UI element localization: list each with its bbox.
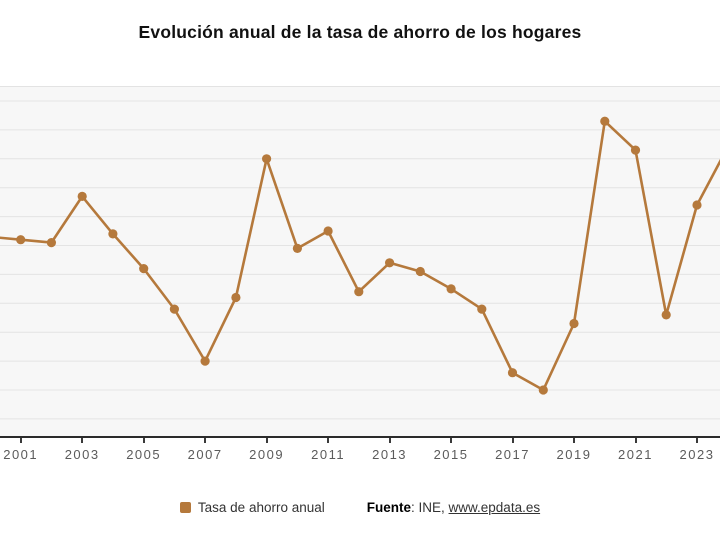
data-point bbox=[600, 116, 610, 126]
data-point bbox=[477, 304, 487, 314]
data-point bbox=[661, 310, 671, 320]
plot-area bbox=[0, 86, 720, 438]
data-point bbox=[385, 258, 395, 268]
source-prefix: Fuente bbox=[366, 499, 412, 515]
x-axis: 2001 2003 2005 2007 2009 2011 2013 2015 2017 2019… bbox=[0, 437, 720, 477]
legend-marker-icon bbox=[179, 501, 191, 513]
data-point bbox=[139, 264, 149, 274]
chart-footer: Tasa de ahorro anual Fuente: INE, www.ep… bbox=[0, 492, 720, 522]
x-tick-label: 2023 bbox=[679, 447, 715, 462]
x-tick-mark bbox=[327, 438, 330, 443]
x-tick-label: 2021 bbox=[618, 447, 653, 462]
data-point bbox=[231, 292, 241, 303]
source-link[interactable]: www.epdata.es bbox=[448, 499, 541, 515]
x-tick-label: 2011 bbox=[311, 447, 346, 462]
data-point bbox=[630, 145, 641, 155]
data-point bbox=[569, 318, 579, 329]
data-point bbox=[169, 304, 179, 314]
x-tick-mark bbox=[573, 438, 576, 443]
x-tick-mark bbox=[695, 438, 698, 443]
source-text: : INE, bbox=[411, 499, 449, 515]
x-tick-label: 2001 bbox=[3, 447, 39, 462]
x-tick-label: 2005 bbox=[126, 447, 162, 462]
x-tick-label: 2007 bbox=[187, 447, 223, 462]
data-point bbox=[292, 243, 302, 253]
x-tick-label: 2017 bbox=[495, 447, 530, 462]
x-tick-mark bbox=[265, 438, 268, 443]
x-tick-label: 2019 bbox=[556, 447, 592, 462]
x-tick-label: 2015 bbox=[433, 447, 469, 462]
data-point bbox=[77, 191, 87, 201]
x-tick-label: 2009 bbox=[249, 447, 285, 462]
data-point bbox=[446, 284, 456, 294]
source-note: Fuente: INE, www.epdata.es bbox=[367, 500, 540, 515]
data-point bbox=[538, 385, 548, 395]
x-tick-mark bbox=[634, 438, 637, 443]
data-point bbox=[507, 368, 518, 378]
x-tick-mark bbox=[19, 438, 22, 443]
x-tick-mark bbox=[388, 438, 391, 443]
legend-label: Tasa de ahorro anual bbox=[197, 499, 325, 515]
x-tick-mark bbox=[142, 438, 145, 443]
data-point bbox=[108, 229, 118, 239]
data-point bbox=[415, 266, 425, 277]
data-point bbox=[200, 356, 210, 366]
series-line bbox=[0, 119, 720, 392]
x-tick-label: 2003 bbox=[64, 447, 100, 462]
line-chart bbox=[0, 100, 720, 420]
x-tick-mark bbox=[81, 438, 84, 443]
legend-item-tasa-de-ahorro[interactable]: Tasa de ahorro anual bbox=[179, 499, 325, 515]
data-point bbox=[16, 235, 26, 245]
x-tick-label: 2013 bbox=[372, 447, 408, 462]
data-point bbox=[262, 154, 272, 164]
data-point bbox=[354, 287, 364, 297]
data-point bbox=[323, 226, 333, 236]
x-tick-mark bbox=[204, 438, 207, 443]
x-tick-mark bbox=[450, 438, 453, 443]
x-tick-mark bbox=[511, 438, 514, 443]
chart-title: Evolución anual de la tasa de ahorro de … bbox=[138, 22, 582, 42]
data-point bbox=[46, 238, 57, 248]
data-point bbox=[692, 200, 702, 210]
